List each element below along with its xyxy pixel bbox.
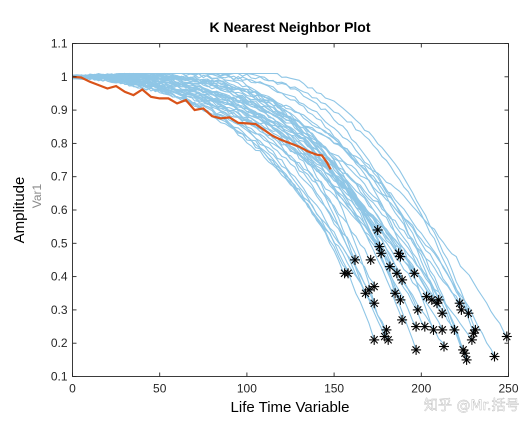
end-marker	[449, 324, 460, 335]
y-tick-label: 0.8	[51, 136, 68, 150]
neighbor-line	[72, 74, 443, 314]
y-tick-label: 1.1	[51, 37, 68, 51]
end-marker	[369, 298, 380, 309]
end-marker	[437, 324, 448, 335]
end-marker	[433, 294, 444, 305]
end-marker	[463, 308, 474, 319]
end-marker	[374, 241, 385, 252]
end-point-markers	[339, 225, 512, 365]
end-marker	[376, 248, 387, 259]
neighbor-trajectories	[72, 72, 508, 361]
end-marker	[411, 321, 422, 332]
x-tick-label: 100	[237, 382, 257, 396]
end-marker	[470, 324, 481, 335]
x-tick-label: 50	[153, 382, 167, 396]
end-marker	[397, 314, 408, 325]
chart-title: K Nearest Neighbor Plot	[209, 19, 370, 35]
test-trajectory	[72, 75, 332, 170]
x-axis-label: Life Time Variable	[231, 399, 350, 416]
end-marker	[350, 254, 360, 265]
end-marker	[454, 298, 465, 309]
end-marker	[412, 304, 423, 315]
test-line	[72, 75, 332, 170]
end-marker	[372, 225, 383, 235]
end-marker	[466, 334, 477, 345]
end-marker	[369, 334, 380, 345]
y-axis-variable-label: Var1	[30, 183, 44, 208]
end-marker	[390, 288, 401, 299]
y-tick-label: 0.2	[51, 336, 68, 350]
end-marker	[395, 294, 406, 305]
y-tick-label: 0.9	[51, 103, 68, 117]
neighbor-line	[72, 74, 464, 351]
neighbor-line	[72, 75, 508, 337]
end-marker	[383, 334, 394, 345]
end-marker	[501, 331, 512, 342]
end-marker	[365, 254, 376, 265]
end-marker	[391, 268, 402, 279]
end-marker	[343, 268, 354, 279]
end-marker	[439, 341, 449, 352]
neighbor-line	[72, 74, 468, 361]
x-tick-label: 250	[498, 382, 518, 396]
end-marker	[384, 261, 395, 272]
end-marker	[459, 348, 470, 359]
y-tick-label: 0.1	[51, 370, 68, 384]
neighbor-line	[72, 75, 386, 337]
end-marker	[428, 324, 439, 335]
end-marker	[397, 274, 408, 285]
end-marker	[395, 251, 406, 262]
end-marker	[369, 281, 380, 292]
y-tick-label: 0.5	[51, 236, 68, 250]
end-marker	[381, 324, 392, 335]
end-marker	[489, 351, 500, 362]
end-marker	[437, 308, 448, 319]
x-tick-label: 200	[411, 382, 431, 396]
y-axis-label: Amplitude	[11, 177, 28, 244]
y-tick-label: 0.6	[51, 203, 68, 217]
neighbor-line	[72, 74, 495, 357]
end-marker	[364, 284, 374, 295]
y-tick-label: 1	[61, 70, 68, 84]
x-axis: 0 50 100 150 200 250	[69, 43, 519, 396]
end-marker	[409, 268, 420, 279]
neighbor-line	[72, 72, 476, 331]
y-axis: 0.1 0.2 0.3 0.4 0.5 0.6 0.7 0.8 0.9 1 1.1	[51, 37, 509, 384]
end-marker	[411, 344, 422, 355]
neighbor-line	[72, 74, 375, 341]
end-marker	[461, 354, 472, 365]
neighbor-line	[72, 74, 445, 347]
y-tick-label: 0.3	[51, 303, 68, 317]
x-tick-label: 0	[69, 382, 76, 396]
watermark-text: 知乎 @Mr.括号	[424, 397, 519, 414]
neighbor-line	[72, 75, 461, 304]
end-marker	[421, 291, 432, 302]
x-tick-label: 150	[324, 382, 344, 396]
y-tick-label: 0.4	[51, 270, 68, 284]
y-tick-label: 0.7	[51, 170, 68, 184]
end-marker	[419, 321, 430, 332]
